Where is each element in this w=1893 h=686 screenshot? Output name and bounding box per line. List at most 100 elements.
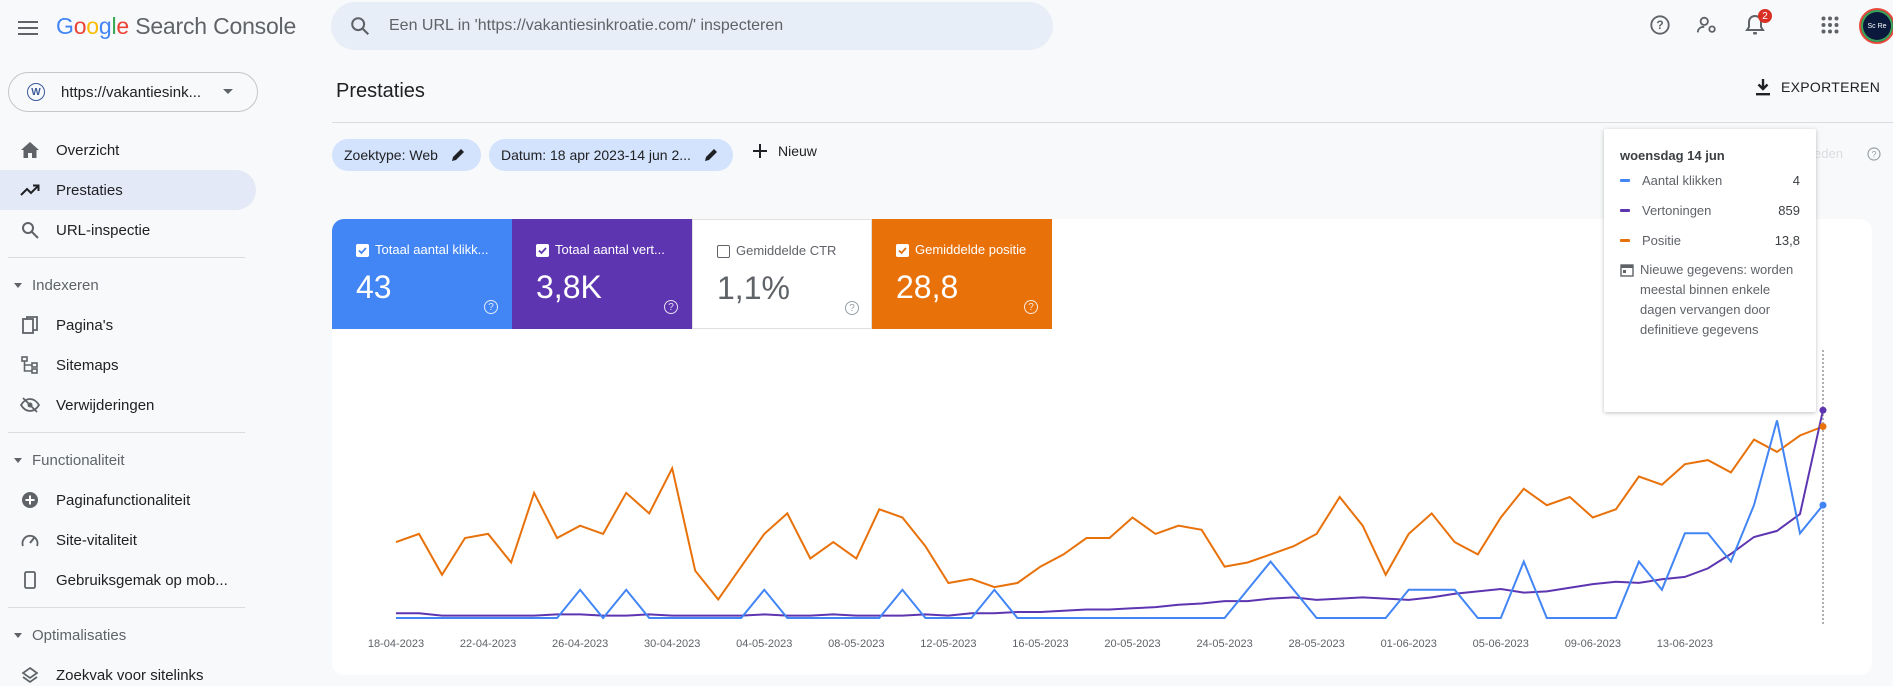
tooltip-label: Positie	[1642, 232, 1682, 248]
tooltip-value: 13,8	[1774, 232, 1800, 248]
help-icon[interactable]: ?	[1867, 147, 1881, 161]
help-icon[interactable]: ?	[484, 300, 498, 314]
sidebar-item-zoekvak[interactable]: Zoekvak voor sitelinks	[0, 655, 256, 686]
notifications-icon[interactable]: 2	[1742, 9, 1772, 38]
help-icon[interactable]: ?	[1647, 12, 1673, 38]
property-selector[interactable]: W https://vakantiesink...	[8, 72, 258, 112]
chevron-down-icon	[14, 632, 22, 638]
chart-tooltip: woensdag 14 jun Aantal klikken 4 Vertoni…	[1604, 129, 1816, 412]
chip-label: Zoektype: Web	[344, 147, 438, 163]
help-icon[interactable]: ?	[845, 301, 859, 315]
x-tick-label: 16-05-2023	[1012, 638, 1068, 650]
notification-badge: 2	[1758, 9, 1772, 23]
sidebar-item-sitemaps[interactable]: Sitemaps	[0, 345, 256, 385]
search-icon	[20, 220, 40, 240]
sidebar-item-label: Prestaties	[56, 181, 123, 199]
metric-position[interactable]: Gemiddelde positie 28,8 ?	[872, 219, 1052, 329]
search-console-logo[interactable]: Google Search Console	[56, 13, 297, 39]
chevron-down-icon	[223, 89, 233, 94]
checkbox-checked-icon[interactable]	[356, 244, 369, 257]
calendar-icon	[1620, 264, 1634, 277]
series-line-positie	[395, 425, 1824, 602]
metric-label: Gemiddelde positie	[915, 242, 1027, 257]
tooltip-label: Vertoningen	[1642, 202, 1712, 218]
sidebar-item-url-inspectie[interactable]: URL-inspectie	[0, 210, 256, 250]
legend-swatch	[1620, 178, 1630, 182]
help-icon[interactable]: ?	[664, 300, 678, 314]
export-button[interactable]: EXPORTEREN	[1755, 78, 1880, 96]
menu-icon[interactable]	[14, 14, 42, 42]
avatar[interactable]: Sc Re	[1859, 8, 1893, 44]
checkbox-checked-icon[interactable]	[536, 244, 549, 257]
metric-impressions[interactable]: Totaal aantal vert... 3,8K ?	[512, 219, 692, 329]
metric-ctr[interactable]: Gemiddelde CTR 1,1% ?	[692, 219, 872, 329]
sidebar-item-label: Gebruiksgemak op mob...	[56, 571, 228, 589]
user-settings-icon[interactable]	[1694, 12, 1720, 38]
edit-icon[interactable]	[450, 147, 466, 163]
x-tick-label: 18-04-2023	[368, 638, 424, 650]
export-label: EXPORTEREN	[1781, 79, 1881, 95]
trending-up-icon	[20, 180, 40, 200]
new-label: Nieuw	[778, 143, 817, 159]
sidebar-item-label: Paginafunctionaliteit	[56, 491, 191, 509]
sidebar-item-paginas[interactable]: Pagina's	[0, 305, 256, 345]
home-icon	[20, 140, 40, 160]
series-line-aantal-klikken	[396, 420, 1824, 620]
hover-point-vertoningen	[1819, 406, 1827, 414]
section-label: Indexeren	[32, 276, 99, 294]
chevron-down-icon	[14, 457, 22, 463]
metric-value: 28,8	[896, 269, 959, 305]
x-tick-label: 24-05-2023	[1196, 638, 1252, 650]
tooltip-row-impressions: Vertoningen 859	[1620, 201, 1800, 219]
product-name: Search Console	[135, 13, 297, 39]
sidebar-item-overzicht[interactable]: Overzicht	[0, 130, 256, 170]
metric-label: Gemiddelde CTR	[736, 243, 837, 258]
performance-chart[interactable]: 18-04-2023 22-04-2023 26-04-2023 30-04-2023…	[332, 330, 1872, 670]
sidebar-item-prestaties[interactable]: Prestaties	[0, 170, 256, 210]
metric-clicks[interactable]: Totaal aantal klikk... 43 ?	[332, 219, 512, 329]
metric-label: Totaal aantal vert...	[555, 242, 665, 257]
section-indexeren[interactable]: Indexeren	[0, 270, 256, 300]
sidebar-item-paginafunctionaliteit[interactable]: Paginafunctionaliteit	[0, 480, 256, 520]
url-inspect-search[interactable]: Een URL in 'https://vakantiesinkroatie.c…	[331, 2, 1053, 50]
checkbox-checked-icon[interactable]	[896, 244, 909, 257]
sidebar-item-label: Site-vitaliteit	[56, 531, 137, 549]
sidebar-item-verwijderingen[interactable]: Verwijderingen	[0, 385, 256, 425]
x-tick-label: 05-06-2023	[1473, 638, 1529, 650]
section-label: Optimalisaties	[32, 626, 127, 644]
sidebar-item-site-vitaliteit[interactable]: Site-vitaliteit	[0, 520, 256, 560]
plus-circle-icon	[20, 490, 40, 510]
layers-icon	[20, 665, 40, 685]
sidebar-item-gebruiksgemak[interactable]: Gebruiksgemak op mob...	[0, 560, 256, 600]
metric-value: 3,8K	[536, 269, 602, 305]
tooltip-date: woensdag 14 jun	[1620, 148, 1725, 163]
legend-swatch	[1620, 208, 1630, 212]
tooltip-value: 859	[1778, 202, 1800, 218]
x-tick-label: 04-05-2023	[736, 638, 792, 650]
x-tick-label: 08-05-2023	[828, 638, 884, 650]
search-placeholder[interactable]: Een URL in 'https://vakantiesinkroatie.c…	[389, 17, 784, 34]
x-tick-label: 26-04-2023	[552, 638, 608, 650]
svg-text:?: ?	[1871, 150, 1876, 160]
hover-point-aantal-klikken	[1819, 501, 1827, 509]
plus-icon	[753, 144, 767, 158]
pages-icon	[20, 315, 40, 335]
speed-icon	[20, 530, 40, 550]
sidebar-item-label: URL-inspectie	[56, 221, 151, 239]
tooltip-label: Aantal klikken	[1642, 172, 1723, 188]
legend-swatch	[1620, 238, 1630, 242]
add-filter-button[interactable]: Nieuw	[752, 143, 817, 159]
checkbox-unchecked-icon[interactable]	[717, 245, 730, 258]
edit-icon[interactable]	[703, 147, 719, 163]
x-tick-label: 12-05-2023	[920, 638, 976, 650]
x-tick-label: 28-05-2023	[1289, 638, 1345, 650]
chip-zoektype[interactable]: Zoektype: Web	[332, 139, 481, 171]
x-tick-label: 13-06-2023	[1657, 638, 1713, 650]
chip-datum[interactable]: Datum: 18 apr 2023-14 jun 2...	[489, 139, 733, 171]
divider	[8, 607, 245, 608]
section-functionaliteit[interactable]: Functionaliteit	[0, 445, 256, 475]
chip-label: Datum: 18 apr 2023-14 jun 2...	[501, 147, 691, 163]
help-icon[interactable]: ?	[1024, 300, 1038, 314]
apps-grid-icon[interactable]	[1817, 12, 1843, 38]
section-optimalisaties[interactable]: Optimalisaties	[0, 620, 256, 650]
